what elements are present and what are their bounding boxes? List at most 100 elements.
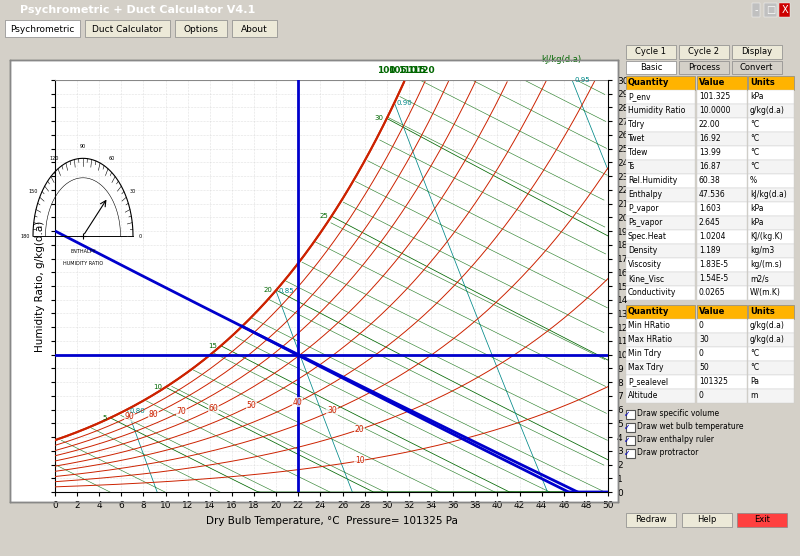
- Text: 150: 150: [29, 189, 38, 194]
- Bar: [697, 202, 747, 216]
- Bar: [748, 286, 794, 300]
- Text: Twet: Twet: [628, 135, 645, 143]
- Text: P_sealevel: P_sealevel: [628, 378, 668, 386]
- Bar: [626, 389, 695, 403]
- Text: Viscosity: Viscosity: [628, 261, 662, 270]
- Bar: [626, 188, 695, 202]
- Text: kJ/kg(d.a): kJ/kg(d.a): [750, 191, 786, 200]
- Text: Tdew: Tdew: [628, 148, 648, 157]
- Bar: [697, 118, 747, 132]
- Text: g/kg(d.a): g/kg(d.a): [750, 107, 785, 116]
- Bar: [732, 45, 782, 59]
- Bar: [748, 244, 794, 258]
- Text: 101.325: 101.325: [699, 92, 730, 102]
- Bar: [626, 375, 695, 389]
- Bar: [697, 347, 747, 361]
- Text: Max Tdry: Max Tdry: [628, 364, 663, 373]
- Bar: [697, 319, 747, 333]
- Bar: [678, 61, 729, 74]
- Text: Duct Calculator: Duct Calculator: [92, 24, 162, 33]
- Text: Tdry: Tdry: [628, 121, 645, 130]
- Text: 20: 20: [264, 287, 273, 293]
- Bar: [697, 146, 747, 160]
- Bar: [748, 272, 794, 286]
- Bar: [697, 244, 747, 258]
- Bar: [697, 230, 747, 244]
- Text: m2/s: m2/s: [750, 275, 769, 284]
- Text: 60: 60: [109, 156, 115, 161]
- Bar: [748, 230, 794, 244]
- Text: P_env: P_env: [628, 92, 650, 102]
- Text: kPa: kPa: [750, 92, 763, 102]
- Bar: [626, 202, 695, 216]
- Bar: [626, 319, 695, 333]
- Bar: [626, 216, 695, 230]
- Bar: [748, 347, 794, 361]
- Text: Psychrometric + Duct Calculator V4.1: Psychrometric + Duct Calculator V4.1: [20, 5, 255, 15]
- Text: 30: 30: [374, 116, 383, 121]
- Bar: [626, 258, 695, 272]
- Bar: [678, 45, 729, 59]
- Bar: [626, 61, 676, 74]
- Text: 1.189: 1.189: [699, 246, 721, 256]
- Text: Options: Options: [183, 24, 218, 33]
- Bar: [232, 20, 277, 37]
- Text: 16.87: 16.87: [699, 162, 721, 171]
- Text: 22.00: 22.00: [699, 121, 721, 130]
- Bar: [626, 286, 695, 300]
- Text: 0: 0: [699, 321, 704, 330]
- Bar: [748, 160, 794, 174]
- Text: X: X: [782, 5, 788, 15]
- Bar: [85, 20, 170, 37]
- Text: 0: 0: [699, 391, 704, 400]
- Text: Pa: Pa: [750, 378, 759, 386]
- Bar: [626, 361, 695, 375]
- Text: kPa: kPa: [750, 205, 763, 214]
- Text: Ts: Ts: [628, 162, 635, 171]
- Bar: [748, 202, 794, 216]
- Bar: [626, 45, 676, 59]
- Text: Value: Value: [699, 78, 726, 87]
- Text: 2.645: 2.645: [699, 219, 721, 227]
- Text: Max HRatio: Max HRatio: [628, 335, 672, 345]
- Text: 30: 30: [699, 335, 709, 345]
- Text: 13.99: 13.99: [699, 148, 721, 157]
- Text: Enthalpy: Enthalpy: [628, 191, 662, 200]
- Text: °C: °C: [750, 364, 759, 373]
- Bar: [697, 160, 747, 174]
- Bar: [626, 333, 695, 347]
- Text: Density: Density: [628, 246, 657, 256]
- Text: Draw specific volume: Draw specific volume: [638, 410, 719, 419]
- Text: Units: Units: [750, 78, 774, 87]
- Text: 90: 90: [124, 413, 134, 421]
- Text: Altitude: Altitude: [628, 391, 658, 400]
- Text: 70: 70: [177, 407, 186, 416]
- Text: °C: °C: [750, 162, 759, 171]
- Text: 180: 180: [21, 234, 30, 239]
- Text: 47.536: 47.536: [699, 191, 726, 200]
- Text: Cycle 1: Cycle 1: [635, 47, 666, 57]
- Text: 0.85: 0.85: [278, 288, 294, 294]
- Text: 20: 20: [355, 425, 365, 434]
- Bar: [748, 188, 794, 202]
- Text: ✓: ✓: [624, 410, 630, 419]
- Text: Draw wet bulb temperature: Draw wet bulb temperature: [638, 423, 744, 431]
- Text: Value: Value: [699, 307, 726, 316]
- Text: Ps_vapor: Ps_vapor: [628, 219, 662, 227]
- Text: 5: 5: [102, 415, 107, 421]
- Text: ✓: ✓: [624, 449, 630, 458]
- Text: 15: 15: [209, 342, 218, 349]
- Bar: [697, 132, 747, 146]
- Text: Display: Display: [741, 47, 772, 57]
- Text: 40: 40: [293, 398, 302, 406]
- Bar: [682, 513, 732, 527]
- Text: 10: 10: [355, 456, 365, 465]
- Y-axis label: Humidity Ratio, g/kg(d.a): Humidity Ratio, g/kg(d.a): [35, 220, 46, 351]
- Text: 25: 25: [319, 213, 328, 219]
- Text: Conductivity: Conductivity: [628, 289, 676, 297]
- Text: 110: 110: [398, 66, 416, 75]
- Text: -: -: [754, 5, 758, 15]
- Text: kg/(m.s): kg/(m.s): [750, 261, 782, 270]
- Bar: [748, 90, 794, 104]
- Bar: [626, 244, 695, 258]
